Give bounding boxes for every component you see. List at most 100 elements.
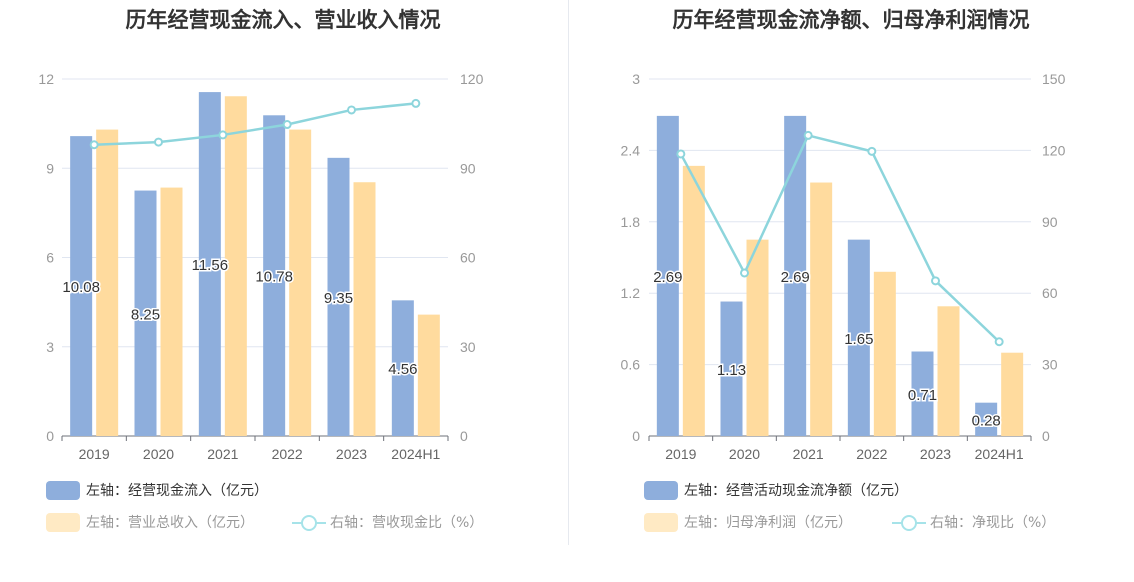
bar-series-1 <box>975 402 998 436</box>
data-label: 9.35 <box>324 290 353 307</box>
y-tick-label-right: 30 <box>1042 357 1058 373</box>
legend-label: 左轴：营业总收入（亿元） <box>86 515 254 531</box>
bar-series-2 <box>810 182 833 436</box>
y-tick-label-left: 3 <box>632 71 640 87</box>
line-point <box>931 276 940 286</box>
line-point <box>994 337 1004 347</box>
chart-panel-right: 历年经营现金流净额、归母净利润情况 0 0.6 1.2 1.8 2.4 3 0 30 60 90 1… <box>568 0 1134 582</box>
bar-series-2 <box>1001 352 1024 436</box>
bar-series-2 <box>873 271 896 436</box>
y-tick-label-left: 6 <box>46 250 54 266</box>
data-label: 1.65 <box>844 331 873 348</box>
x-tick-label: 2021 <box>793 446 824 462</box>
y-tick-label-left: 3 <box>46 339 54 355</box>
y-tick-label-left: 12 <box>38 71 54 87</box>
data-label: 2.69 <box>781 269 810 286</box>
x-tick-label: 2021 <box>207 446 238 462</box>
x-tick-label: 2019 <box>79 446 110 462</box>
data-label: 8.25 <box>131 306 160 323</box>
y-tick-label-right: 120 <box>1042 142 1066 158</box>
legend-label: 左轴：经营活动现金流净额（亿元） <box>684 483 908 499</box>
x-tick-label: 2020 <box>729 446 760 462</box>
y-tick-label-right: 90 <box>460 160 476 176</box>
data-label: 2.69 <box>653 269 682 286</box>
chart-title: 历年经营现金流净额、归母净利润情况 <box>672 8 1030 32</box>
legend-swatch-line <box>892 513 926 532</box>
data-label: 0.28 <box>972 412 1001 429</box>
line-point <box>218 130 228 140</box>
bar-series-1 <box>134 190 157 436</box>
y-tick-label-right: 60 <box>460 250 476 266</box>
x-tick-label: 2024H1 <box>391 446 440 462</box>
y-tick-label-left: 0 <box>632 428 640 444</box>
y-tick-label-right: 0 <box>460 428 468 444</box>
y-tick-label-right: 60 <box>1042 285 1058 301</box>
x-tick-label: 2024H1 <box>975 446 1024 462</box>
bar-series-1 <box>847 239 870 436</box>
data-label: 10.08 <box>62 279 100 296</box>
x-tick-label: 2023 <box>336 446 367 462</box>
bar-series-1 <box>911 351 934 436</box>
line-point <box>89 140 99 150</box>
y-tick-label-left: 1.2 <box>621 285 641 301</box>
data-label: 11.56 <box>192 257 228 274</box>
legend-item-ratio[interactable]: 右轴：营收现金比（%） <box>292 512 483 532</box>
chart-title: 历年经营现金流入、营业收入情况 <box>125 8 441 32</box>
legend-item-revenue[interactable]: 左轴：营业总收入（亿元） <box>46 512 254 532</box>
bar-series-1 <box>391 300 414 436</box>
line-point <box>740 268 749 278</box>
bar-series-2 <box>746 239 769 436</box>
x-tick-label: 2020 <box>143 446 174 462</box>
data-label: 10.78 <box>255 269 293 286</box>
legend-label: 右轴：净现比（%） <box>930 515 1056 531</box>
legend-item-net-profit[interactable]: 左轴：归母净利润（亿元） <box>644 512 852 532</box>
x-tick-label: 2019 <box>665 446 696 462</box>
legend-swatch-line <box>292 513 326 532</box>
data-label: 0.71 <box>908 387 937 404</box>
legend-label: 右轴：营收现金比（%） <box>330 515 484 531</box>
bar-series-2 <box>417 314 440 436</box>
line-point <box>154 137 163 147</box>
y-tick-label-right: 120 <box>460 71 484 87</box>
legend-label: 左轴：经营现金流入（亿元） <box>86 483 268 499</box>
y-tick-label-left: 9 <box>46 160 54 176</box>
bar-series-1 <box>263 115 286 437</box>
line-series <box>679 133 1001 343</box>
bar-series-2 <box>96 129 119 436</box>
bar-series-1 <box>720 301 743 436</box>
legend-item-cash-inflow[interactable]: 左轴：经营现金流入（亿元） <box>46 480 268 500</box>
data-label: 4.56 <box>388 361 417 378</box>
legend-swatch-bar <box>46 512 80 532</box>
x-tick-label: 2023 <box>920 446 951 462</box>
y-tick-label-right: 30 <box>460 339 476 355</box>
line-series <box>94 102 416 146</box>
line-point <box>282 120 292 130</box>
bar-series-1 <box>784 115 807 436</box>
line-point <box>803 130 813 140</box>
bar-series-1 <box>327 157 350 436</box>
bar-series-2 <box>224 96 247 436</box>
legend-swatch-bar <box>644 480 678 500</box>
line-point <box>676 149 686 159</box>
bar-series-2 <box>682 165 705 436</box>
line-point <box>347 105 356 115</box>
bar-series-2 <box>160 187 183 436</box>
bar-series-2 <box>937 306 960 436</box>
data-label: 1.13 <box>717 362 746 379</box>
legend-item-net-cash-flow[interactable]: 左轴：经营活动现金流净额（亿元） <box>644 480 908 500</box>
y-tick-label-left: 0 <box>46 428 54 444</box>
y-tick-label-left: 2.4 <box>621 142 641 158</box>
bar-series-1 <box>198 92 221 436</box>
line-point <box>411 98 421 108</box>
y-tick-label-left: 0.6 <box>621 357 641 373</box>
y-tick-label-right: 150 <box>1042 71 1066 87</box>
bar-series-2 <box>289 129 312 436</box>
bar-series-1 <box>656 115 679 436</box>
legend-label: 左轴：归母净利润（亿元） <box>684 515 852 531</box>
line-point <box>867 146 877 156</box>
legend-swatch-bar <box>644 512 678 532</box>
x-tick-label: 2022 <box>272 446 303 462</box>
y-tick-label-right: 0 <box>1042 428 1050 444</box>
legend-item-net-cash-ratio[interactable]: 右轴：净现比（%） <box>892 512 1055 532</box>
